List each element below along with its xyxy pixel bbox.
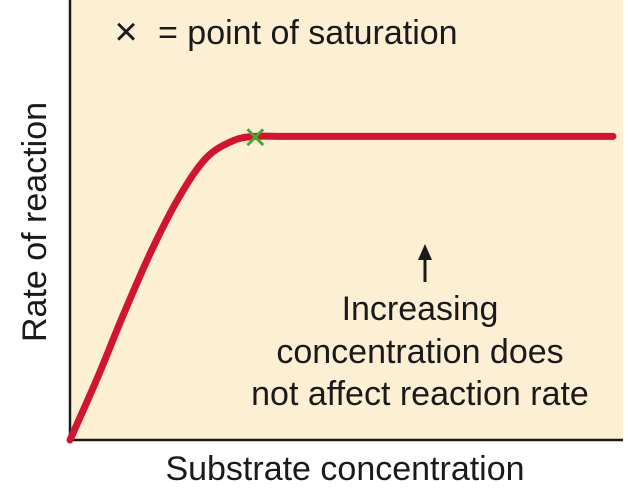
legend: × = point of saturation — [114, 10, 457, 54]
reaction-rate-curve — [66, 132, 617, 444]
annotation-line-1: Increasing — [342, 290, 499, 328]
legend-label: = point of saturation — [158, 14, 458, 52]
annotation-line-2: concentration does — [276, 333, 563, 371]
annotation-arrow-head — [418, 244, 432, 260]
y-axis-label: Rate of reaction — [16, 102, 54, 342]
annotation-line-3: not affect reaction rate — [251, 375, 589, 413]
x-axis-label: Substrate concentration — [165, 450, 524, 488]
plot-background — [70, 0, 623, 440]
legend-marker-icon: × — [114, 10, 137, 54]
annotation: Increasing concentration does not affect… — [251, 244, 589, 413]
saturation-point-marker: × — [244, 115, 267, 159]
